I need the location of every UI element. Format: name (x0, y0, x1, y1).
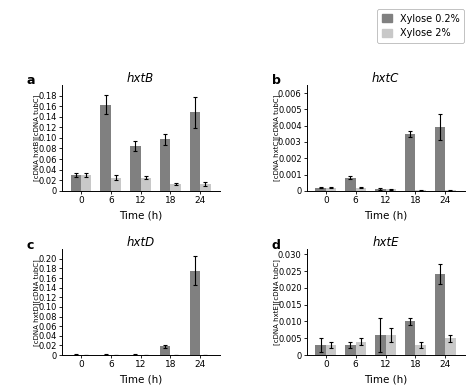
Bar (356, 342, 366, 355)
Bar (415, 190, 426, 191)
Bar (445, 338, 456, 355)
Bar (200, 184, 210, 191)
Bar (190, 112, 200, 191)
Title: hxtE: hxtE (372, 236, 399, 249)
Bar (326, 345, 337, 355)
Bar (316, 188, 326, 191)
Bar (435, 127, 445, 191)
Y-axis label: [cDNA hxtD][cDNA tubC]: [cDNA hxtD][cDNA tubC] (34, 259, 40, 345)
Bar (326, 188, 337, 191)
Bar (160, 347, 171, 355)
Bar (190, 271, 200, 355)
Bar (385, 189, 396, 191)
Text: d: d (272, 239, 281, 252)
X-axis label: Time (h): Time (h) (364, 374, 407, 384)
Text: a: a (27, 74, 36, 87)
Bar (405, 322, 415, 355)
Bar (160, 139, 171, 191)
Bar (111, 178, 121, 191)
Bar (81, 175, 91, 191)
Bar (375, 189, 385, 191)
Bar (71, 175, 81, 191)
Bar (375, 335, 385, 355)
Bar (345, 345, 356, 355)
X-axis label: Time (h): Time (h) (364, 210, 407, 220)
Bar (415, 345, 426, 355)
Bar (316, 345, 326, 355)
Bar (100, 105, 111, 191)
Bar (130, 146, 141, 191)
Text: c: c (27, 239, 34, 252)
Bar (171, 184, 181, 191)
Title: hxtB: hxtB (127, 72, 154, 85)
X-axis label: Time (h): Time (h) (119, 374, 162, 384)
Bar (405, 134, 415, 191)
Title: hxtD: hxtD (127, 236, 155, 249)
Y-axis label: [cDNA hxtC][cDNA tubC]: [cDNA hxtC][cDNA tubC] (273, 95, 280, 181)
Bar (141, 178, 151, 191)
Bar (435, 274, 445, 355)
X-axis label: Time (h): Time (h) (119, 210, 162, 220)
Bar (345, 178, 356, 191)
Bar (445, 190, 456, 191)
Bar (385, 335, 396, 355)
Legend: Xylose 0.2%, Xylose 2%: Xylose 0.2%, Xylose 2% (377, 9, 465, 43)
Text: b: b (272, 74, 281, 87)
Y-axis label: [cDNA hxtE][cDNA tubC]: [cDNA hxtE][cDNA tubC] (273, 259, 280, 345)
Title: hxtC: hxtC (372, 72, 399, 85)
Bar (356, 188, 366, 191)
Y-axis label: [cDNA hxtB][cDNA tubC]: [cDNA hxtB][cDNA tubC] (34, 95, 40, 181)
